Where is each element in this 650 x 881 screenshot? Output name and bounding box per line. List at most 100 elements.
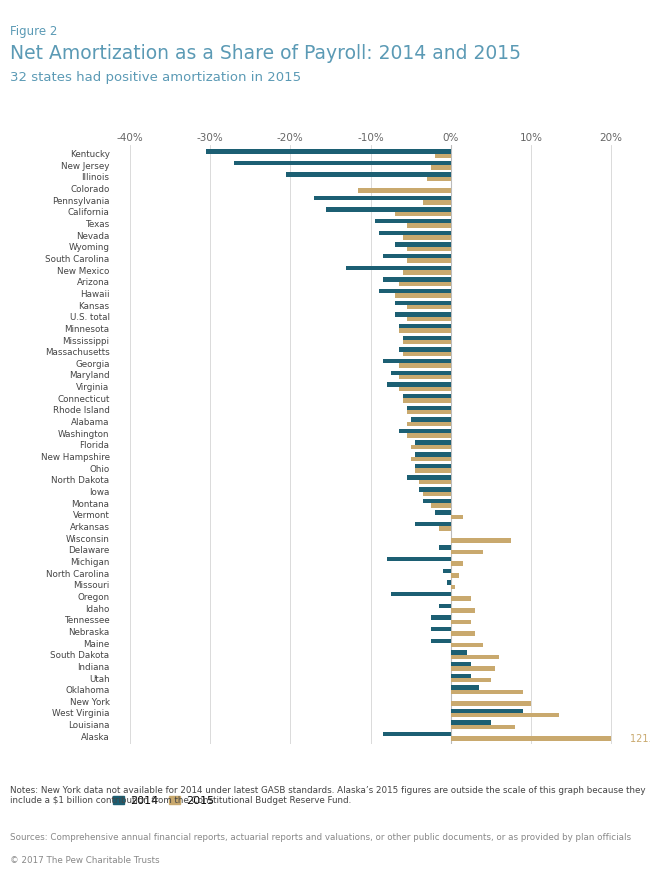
Bar (407, 258, 450, 263)
Bar (431, 503, 450, 507)
Bar (358, 189, 450, 193)
Bar (415, 468, 450, 472)
Bar (206, 149, 450, 153)
Bar (411, 456, 450, 461)
Bar (395, 293, 450, 298)
Bar (395, 312, 450, 316)
Bar (450, 662, 471, 666)
Bar (398, 282, 450, 286)
Bar (415, 452, 450, 456)
Bar (422, 499, 450, 503)
Bar (431, 165, 450, 170)
Bar (407, 422, 450, 426)
Bar (411, 445, 450, 449)
Bar (398, 375, 450, 380)
Text: © 2017 The Pew Charitable Trusts: © 2017 The Pew Charitable Trusts (10, 856, 159, 865)
Text: 32 states had positive amortization in 2015: 32 states had positive amortization in 2… (10, 71, 301, 84)
Bar (407, 410, 450, 414)
Bar (378, 289, 450, 293)
Bar (234, 160, 450, 165)
Bar (422, 492, 450, 496)
Bar (374, 219, 450, 224)
Bar (439, 527, 450, 531)
Bar (402, 394, 450, 398)
Bar (398, 329, 450, 333)
Bar (450, 690, 523, 694)
Bar (415, 522, 450, 527)
Bar (450, 737, 611, 741)
Bar (431, 639, 450, 643)
Bar (450, 515, 463, 519)
Text: Sources: Comprehensive annual financial reports, actuarial reports and valuation: Sources: Comprehensive annual financial … (10, 833, 631, 841)
Bar (407, 405, 450, 410)
Bar (398, 363, 450, 367)
Bar (407, 305, 450, 309)
Bar (450, 666, 495, 670)
Bar (439, 545, 450, 550)
Text: 121.62%  ›: 121.62% › (630, 734, 650, 744)
Bar (450, 596, 471, 601)
Bar (411, 418, 450, 422)
Bar (450, 650, 467, 655)
Bar (422, 200, 450, 204)
Bar (450, 550, 483, 554)
Bar (435, 153, 450, 158)
Bar (431, 615, 450, 619)
Bar (415, 440, 450, 445)
Bar (450, 674, 471, 678)
Bar (450, 574, 459, 578)
Bar (383, 359, 450, 363)
Bar (398, 429, 450, 433)
Bar (286, 173, 450, 177)
Bar (415, 463, 450, 468)
Bar (383, 278, 450, 282)
Bar (450, 678, 491, 683)
Bar (395, 211, 450, 216)
Bar (450, 608, 474, 612)
Bar (419, 487, 450, 492)
Bar (450, 701, 531, 706)
Bar (407, 247, 450, 251)
Bar (398, 347, 450, 352)
Bar (391, 371, 450, 375)
Bar (447, 581, 450, 585)
Bar (387, 557, 450, 561)
Bar (378, 231, 450, 235)
Bar (407, 316, 450, 322)
Bar (450, 561, 463, 566)
Bar (443, 568, 450, 574)
Bar (435, 510, 450, 515)
Bar (450, 632, 474, 636)
Bar (450, 713, 559, 717)
Bar (450, 585, 455, 589)
Bar (402, 352, 450, 356)
Text: Net Amortization as a Share of Payroll: 2014 and 2015: Net Amortization as a Share of Payroll: … (10, 44, 521, 63)
Bar (383, 254, 450, 258)
Bar (407, 476, 450, 480)
Bar (450, 720, 491, 725)
Bar (450, 685, 479, 690)
Bar (395, 300, 450, 305)
Bar (402, 235, 450, 240)
Bar (402, 398, 450, 403)
Text: Notes: New York data not available for 2014 under latest GASB standards. Alaska’: Notes: New York data not available for 2… (10, 786, 645, 805)
Bar (450, 538, 511, 543)
Bar (387, 382, 450, 387)
Bar (431, 627, 450, 632)
Bar (426, 177, 450, 181)
Text: Figure 2: Figure 2 (10, 26, 57, 38)
Bar (407, 433, 450, 438)
Bar (402, 270, 450, 275)
Bar (450, 643, 483, 648)
Bar (398, 387, 450, 391)
Bar (450, 708, 523, 713)
Bar (402, 340, 450, 344)
Bar (450, 725, 515, 729)
Bar (383, 732, 450, 737)
Bar (391, 592, 450, 596)
Bar (439, 603, 450, 608)
Legend: 2014, 2015: 2014, 2015 (109, 791, 218, 811)
Bar (326, 207, 450, 211)
Bar (407, 224, 450, 228)
Bar (315, 196, 450, 200)
